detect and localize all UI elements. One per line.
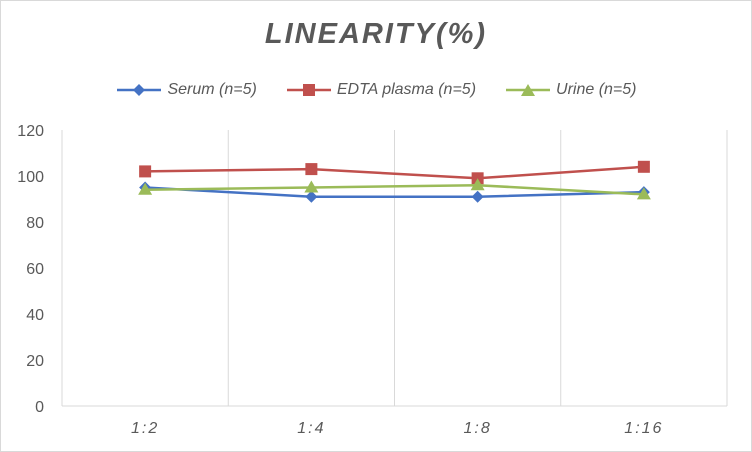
- data-point-edta-plasma: [139, 165, 152, 178]
- data-point-edta-plasma: [305, 163, 318, 176]
- legend-item-urine: Urine (n=5): [504, 81, 637, 99]
- y-tick-label: 100: [17, 169, 44, 186]
- legend-label-urine: Urine (n=5): [556, 81, 637, 98]
- y-tick-label: 0: [35, 399, 44, 416]
- legend-swatch-edta-plasma: [286, 84, 331, 96]
- data-point-serum: [305, 190, 318, 203]
- x-tick-label: 1:16: [624, 420, 663, 437]
- data-point-urine: [636, 187, 651, 200]
- data-point-urine: [470, 178, 485, 191]
- y-tick-label: 40: [26, 307, 44, 324]
- legend-item-edta-plasma: EDTA plasma (n=5): [285, 81, 476, 99]
- x-tick-label: 1:2: [131, 420, 159, 437]
- y-tick-label: 20: [26, 353, 44, 370]
- legend: Serum (n=5) EDTA plasma (n=5) Urine (n=5…: [0, 78, 752, 102]
- data-point-edta-plasma: [637, 160, 650, 173]
- x-tick-label: 1:4: [297, 420, 325, 437]
- data-point-serum: [471, 190, 484, 203]
- y-tick-label: 120: [17, 123, 44, 140]
- y-tick-label: 60: [26, 261, 44, 278]
- legend-label-edta-plasma: EDTA plasma (n=5): [336, 81, 477, 98]
- series-line-edta-plasma: [145, 165, 644, 180]
- data-point-urine: [304, 180, 319, 193]
- legend-swatch-urine: [506, 84, 551, 96]
- series-line-serum: [145, 186, 644, 198]
- legend-label-serum: Serum (n=5): [167, 81, 257, 98]
- chart-title: LINEARITY(%): [264, 18, 488, 50]
- series-line-urine: [145, 183, 644, 196]
- data-point-urine: [138, 182, 153, 195]
- legend-swatch-serum: [117, 84, 162, 96]
- y-tick-label: 80: [26, 215, 44, 232]
- legend-item-serum: Serum (n=5): [115, 81, 257, 99]
- x-tick-label: 1:8: [464, 420, 492, 437]
